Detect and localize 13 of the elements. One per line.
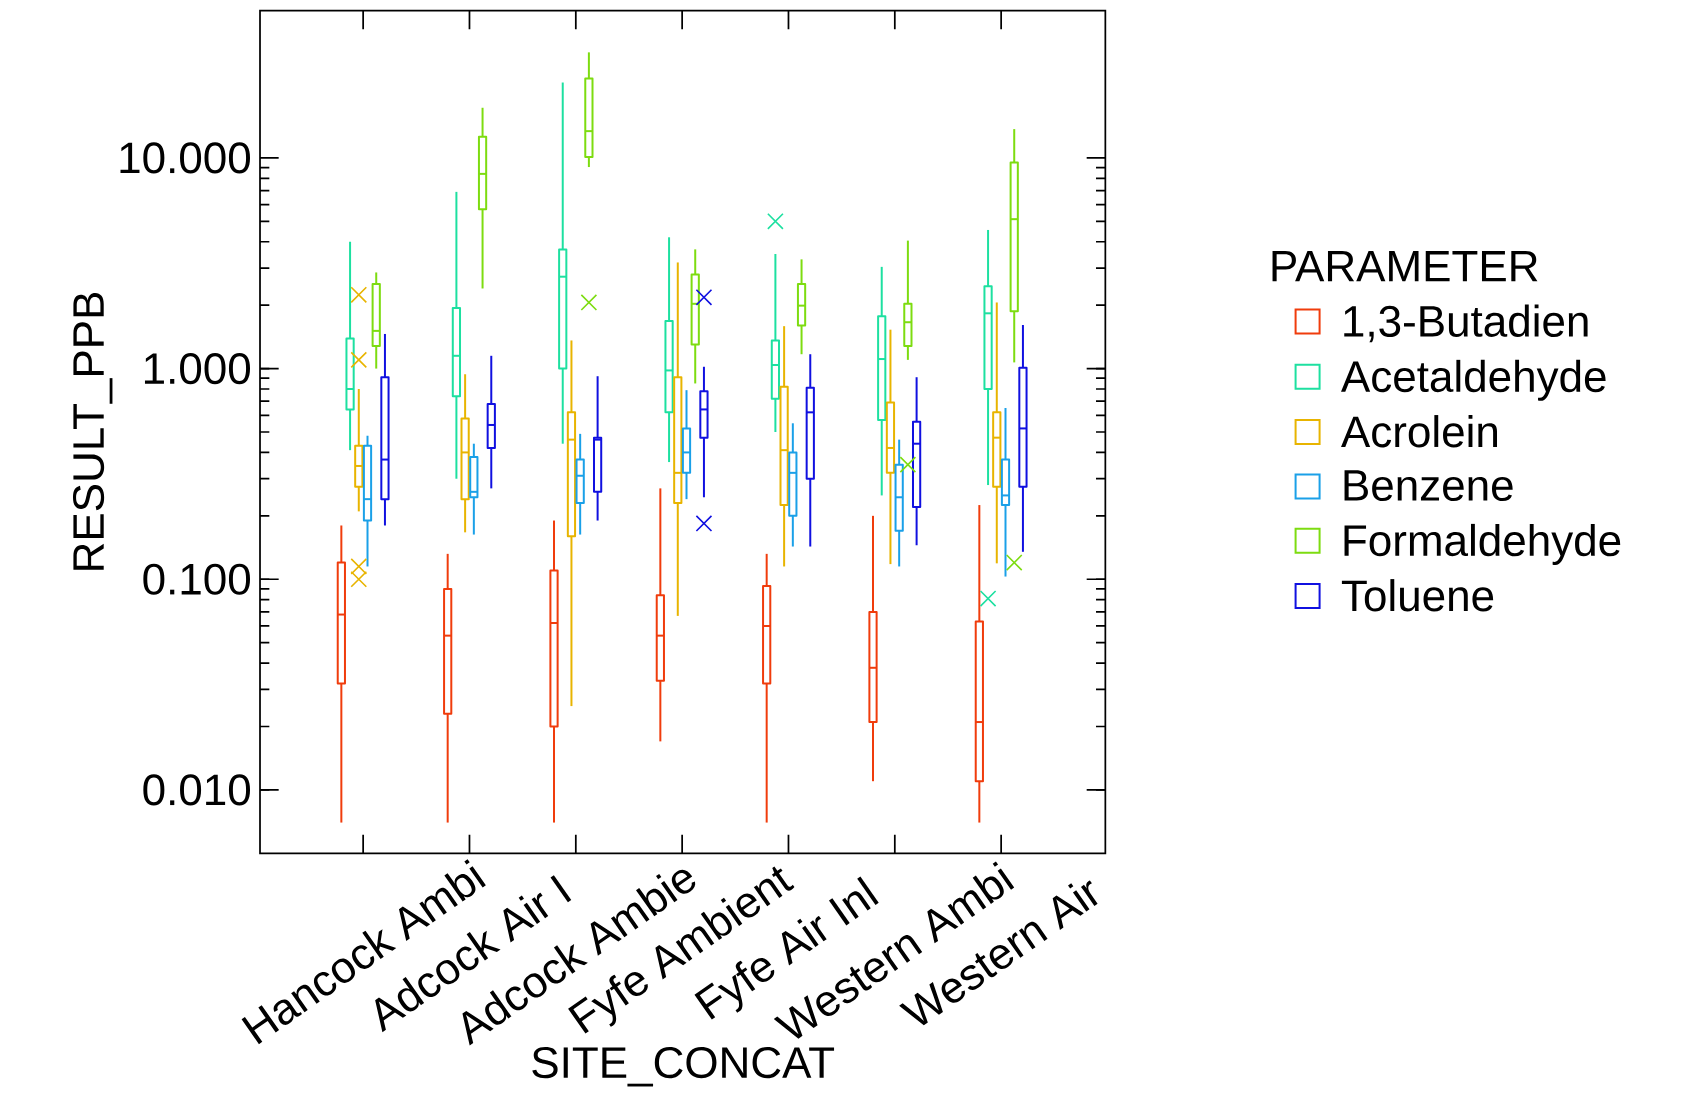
- legend-label: Acrolein: [1341, 415, 1498, 448]
- y-tick-label: 0.010: [143, 774, 250, 806]
- legend-label: Benzene: [1344, 470, 1513, 501]
- legend-label: Toluene: [1341, 579, 1494, 612]
- legend-label: 1,3-Butadien: [1344, 304, 1588, 343]
- legend-label: Formaldehyde: [1344, 523, 1621, 565]
- legend-label: Acetaldehyde: [1341, 359, 1606, 401]
- legend-title: PARAMETER: [1272, 251, 1538, 282]
- y-axis-title: RESULT_PPB: [72, 292, 113, 570]
- x-axis-title: SITE_CONCAT: [532, 1047, 835, 1087]
- y-tick-label: 10.000: [120, 142, 250, 174]
- y-tick-label: 1.000: [144, 353, 250, 385]
- y-tick-label: 0.100: [143, 563, 250, 595]
